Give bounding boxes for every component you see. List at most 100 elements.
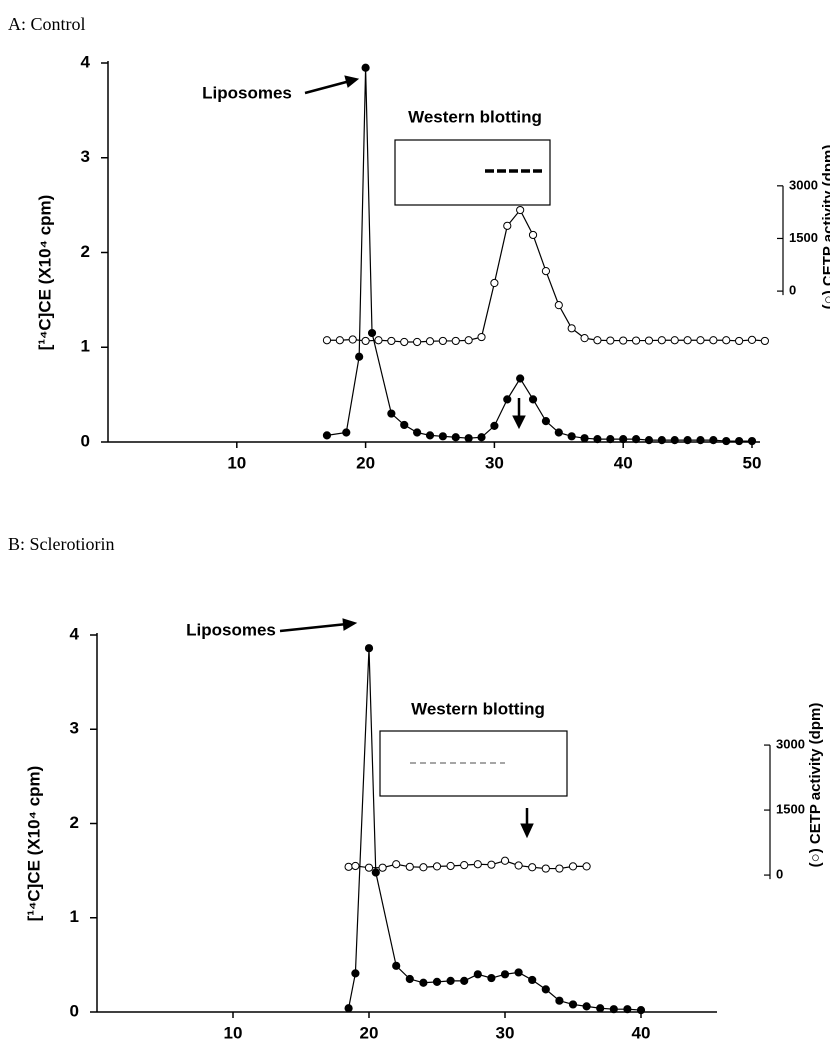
data-point	[388, 337, 395, 344]
arrow-head	[521, 824, 533, 837]
data-point	[581, 435, 588, 442]
y2-tick-label: 1500	[789, 230, 818, 245]
y-tick-label: 1	[81, 337, 90, 356]
data-point	[426, 338, 433, 345]
data-point	[501, 857, 508, 864]
data-point	[710, 437, 717, 444]
data-point	[671, 437, 678, 444]
data-point	[345, 863, 352, 870]
data-point	[488, 974, 495, 981]
annotation: Liposomes	[186, 620, 276, 639]
data-point	[362, 337, 369, 344]
x-tick-label: 50	[743, 453, 762, 472]
data-point	[393, 962, 400, 969]
data-point	[597, 1005, 604, 1012]
data-point	[345, 1005, 352, 1012]
data-point	[736, 337, 743, 344]
annotation: Western blotting	[411, 699, 545, 718]
data-point	[406, 975, 413, 982]
annotation: Liposomes	[202, 83, 292, 102]
data-point	[517, 206, 524, 213]
data-point	[736, 437, 743, 444]
data-point	[465, 435, 472, 442]
data-point	[556, 865, 563, 872]
arrow-head	[513, 416, 525, 428]
data-point	[645, 337, 652, 344]
data-point	[583, 863, 590, 870]
y-tick-label: 4	[81, 52, 91, 71]
y-axis-title: [¹⁴C]CE (X10⁴ cpm)	[35, 195, 54, 351]
data-point	[542, 986, 549, 993]
data-point	[658, 337, 665, 344]
data-point	[504, 222, 511, 229]
data-point	[637, 1007, 644, 1014]
data-point	[620, 337, 627, 344]
data-point	[426, 432, 433, 439]
data-point	[710, 337, 717, 344]
data-point	[491, 422, 498, 429]
data-point	[723, 437, 730, 444]
data-point	[684, 437, 691, 444]
data-point	[501, 971, 508, 978]
data-point	[542, 865, 549, 872]
y2-tick-label: 3000	[789, 177, 818, 192]
data-point	[723, 337, 730, 344]
data-point	[529, 231, 536, 238]
data-point	[379, 864, 386, 871]
y-tick-label: 1	[70, 907, 79, 926]
data-point	[568, 325, 575, 332]
data-point	[439, 433, 446, 440]
data-point	[352, 862, 359, 869]
data-point	[447, 977, 454, 984]
data-point	[684, 337, 691, 344]
data-point	[529, 864, 536, 871]
panel-label: B: Sclerotiorin	[8, 534, 115, 554]
data-point	[414, 338, 421, 345]
data-point	[632, 337, 639, 344]
data-point	[372, 869, 379, 876]
y2-tick-label: 0	[776, 867, 783, 882]
data-point	[323, 337, 330, 344]
data-point	[323, 432, 330, 439]
data-point	[504, 396, 511, 403]
data-point	[607, 337, 614, 344]
data-point	[433, 978, 440, 985]
data-point	[356, 353, 363, 360]
data-point	[697, 337, 704, 344]
x-tick-label: 10	[227, 453, 246, 472]
x-tick-label: 30	[496, 1023, 515, 1042]
data-point	[569, 863, 576, 870]
data-point	[555, 429, 562, 436]
y-tick-label: 2	[81, 242, 90, 261]
data-point	[420, 864, 427, 871]
data-point	[569, 1001, 576, 1008]
y2-tick-label: 1500	[776, 802, 805, 817]
data-point	[555, 302, 562, 309]
y-axis-title: [¹⁴C]CE (X10⁴ cpm)	[24, 766, 43, 922]
data-point	[610, 1006, 617, 1013]
y-tick-label: 3	[81, 147, 90, 166]
data-point	[452, 434, 459, 441]
annotation-arrow	[280, 624, 347, 631]
data-point	[433, 863, 440, 870]
y2-axis-title: (○) CETP activity (dpm)	[807, 703, 824, 868]
data-point	[581, 335, 588, 342]
data-point	[697, 437, 704, 444]
data-point	[401, 338, 408, 345]
x-tick-label: 10	[224, 1023, 243, 1042]
data-point	[620, 436, 627, 443]
y2-tick-label: 0	[789, 283, 796, 298]
annotation: Western blotting	[408, 107, 542, 126]
data-point	[624, 1006, 631, 1013]
data-point	[658, 437, 665, 444]
x-tick-label: 40	[614, 453, 633, 472]
y-tick-label: 0	[81, 431, 90, 450]
y2-tick-label: 3000	[776, 737, 805, 752]
y-tick-label: 4	[70, 624, 80, 643]
data-point	[388, 410, 395, 417]
data-point	[583, 1003, 590, 1010]
x-tick-label: 40	[632, 1023, 651, 1042]
data-point	[556, 997, 563, 1004]
data-point	[568, 433, 575, 440]
data-point	[352, 970, 359, 977]
